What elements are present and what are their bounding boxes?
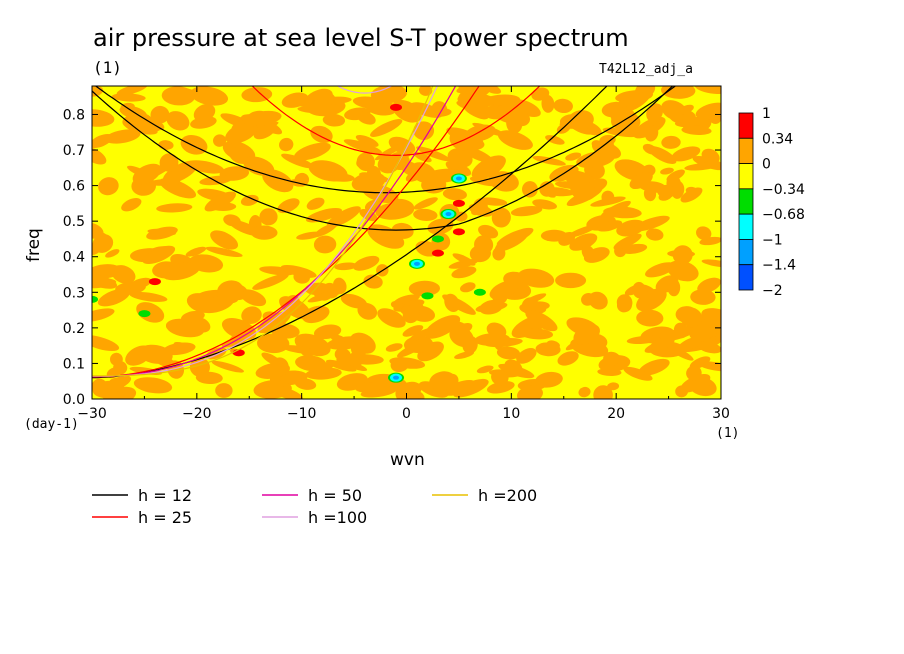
colorbar-label-0: 1 <box>762 106 771 122</box>
legend-item-1: h = 25 <box>92 508 192 527</box>
anomaly-core <box>92 295 98 303</box>
anomaly-spot-12 <box>431 249 444 257</box>
anomaly-core <box>473 288 486 296</box>
axes: −30 −20 −10 0 10 20 30 0.0 0.1 0.2 0.3 0.4 0.5 0.6 0.7… <box>63 86 730 422</box>
anomaly-core <box>445 212 452 217</box>
anomaly-spot-14 <box>232 349 245 357</box>
legend: h = 12 h = 25 h = 50 h =100 h =200 <box>92 486 537 527</box>
colorbar-swatch-4 <box>738 213 754 240</box>
colorbar-swatch-5 <box>738 239 754 266</box>
colorbar-label-2: 0 <box>762 157 771 173</box>
chart-title: air pressure at sea level S-T power spec… <box>93 24 629 52</box>
x-tick-label-1: −20 <box>182 406 212 422</box>
x-tick-label-5: 20 <box>607 406 625 422</box>
y-tick-label-2: 0.2 <box>63 321 85 337</box>
colorbar-swatch-0 <box>738 112 754 139</box>
legend-item-4: h =200 <box>432 486 537 505</box>
curve-h50-kelvin <box>92 86 457 378</box>
anomaly-core <box>413 261 420 266</box>
anomaly-spot-4 <box>421 292 434 300</box>
curve-h100-kelvin <box>92 86 439 377</box>
y-tick-label-0: 0.0 <box>63 392 85 408</box>
anomaly-spot-0 <box>450 173 467 184</box>
x-axis-label: wvn <box>390 450 425 470</box>
spectrum-field <box>92 86 721 399</box>
x-tick-label-6: 30 <box>712 406 730 422</box>
colorbar-swatch-2 <box>738 163 754 190</box>
colorbar-label-4: −0.68 <box>762 207 805 223</box>
y-tick-label-8: 0.8 <box>63 107 85 123</box>
anomaly-spot-7 <box>92 295 98 303</box>
anomaly-core <box>148 278 161 286</box>
curve-h25-inertia-gravity <box>251 86 541 157</box>
colorbar-swatch-1 <box>738 137 754 164</box>
y-tick-label-1: 0.1 <box>63 356 85 372</box>
anomaly-core <box>431 235 444 243</box>
x-tick-label-2: −10 <box>287 406 317 422</box>
colorbar-label-7: −2 <box>762 283 783 299</box>
legend-label: h =100 <box>308 508 367 527</box>
curve-h25-kelvin <box>92 86 480 378</box>
anomaly-spot-9 <box>390 103 403 111</box>
curve-h100-inertia-gravity <box>336 86 393 94</box>
x-axis-unit: (1) <box>716 426 740 441</box>
legend-item-0: h = 12 <box>92 486 192 505</box>
legend-item-3: h =100 <box>262 508 367 527</box>
anomaly-core <box>455 176 462 181</box>
field-blobs <box>92 86 721 399</box>
colorbar-swatch-6 <box>738 264 754 291</box>
colorbar-label-6: −1.4 <box>762 258 796 274</box>
curve-h12-inertia-gravity <box>92 86 674 231</box>
anomaly-core <box>421 292 434 300</box>
legend-label: h =200 <box>478 486 537 505</box>
x-tick-label-3: 0 <box>402 406 411 422</box>
anomaly-core <box>452 199 465 207</box>
legend-label: h = 12 <box>138 486 192 505</box>
chart-subtitle-left: (1) <box>93 58 122 77</box>
y-tick-label-5: 0.5 <box>63 214 85 230</box>
anomaly-spot-11 <box>452 228 465 236</box>
y-tick-label-3: 0.3 <box>63 285 85 301</box>
legend-label: h = 50 <box>308 486 362 505</box>
anomaly-layer <box>92 103 486 383</box>
curve-h12-n2 <box>94 86 677 194</box>
colorbar-label-3: −0.34 <box>762 182 805 198</box>
anomaly-spot-8 <box>388 372 405 383</box>
anomaly-spot-10 <box>452 199 465 207</box>
legend-label: h = 25 <box>138 508 192 527</box>
colorbar-label-1: 0.34 <box>762 131 793 147</box>
anomaly-core <box>393 375 400 380</box>
dispersion-curves <box>92 86 677 379</box>
y-tick-label-4: 0.4 <box>63 250 85 266</box>
x-tick-label-4: 10 <box>502 406 520 422</box>
anomaly-spot-1 <box>440 209 457 220</box>
anomaly-spot-13 <box>148 278 161 286</box>
colorbar-label-5: −1 <box>762 232 783 248</box>
y-tick-label-6: 0.6 <box>63 179 85 195</box>
legend-item-2: h = 50 <box>262 486 362 505</box>
chart-subtitle-right: T42L12_adj_a <box>599 62 693 77</box>
y-tick-label-7: 0.7 <box>63 143 85 159</box>
anomaly-core <box>232 349 245 357</box>
anomaly-core <box>452 228 465 236</box>
anomaly-core <box>138 310 151 318</box>
curve-h12-kelvin <box>92 86 608 379</box>
anomaly-core <box>390 103 403 111</box>
colorbar-swatch-3 <box>738 188 754 215</box>
curve-h200-kelvin <box>92 86 434 377</box>
anomaly-spot-2 <box>408 258 425 269</box>
anomaly-spot-5 <box>473 288 486 296</box>
anomaly-spot-6 <box>138 310 151 318</box>
anomaly-core <box>431 249 444 257</box>
colorbar: 1 0.34 0 −0.34 −0.68 −1 −1.4 −2 <box>738 106 805 299</box>
anomaly-spot-3 <box>431 235 444 243</box>
x-tick-label-0: −30 <box>77 406 107 422</box>
y-axis-unit: (day-1) <box>24 417 79 432</box>
